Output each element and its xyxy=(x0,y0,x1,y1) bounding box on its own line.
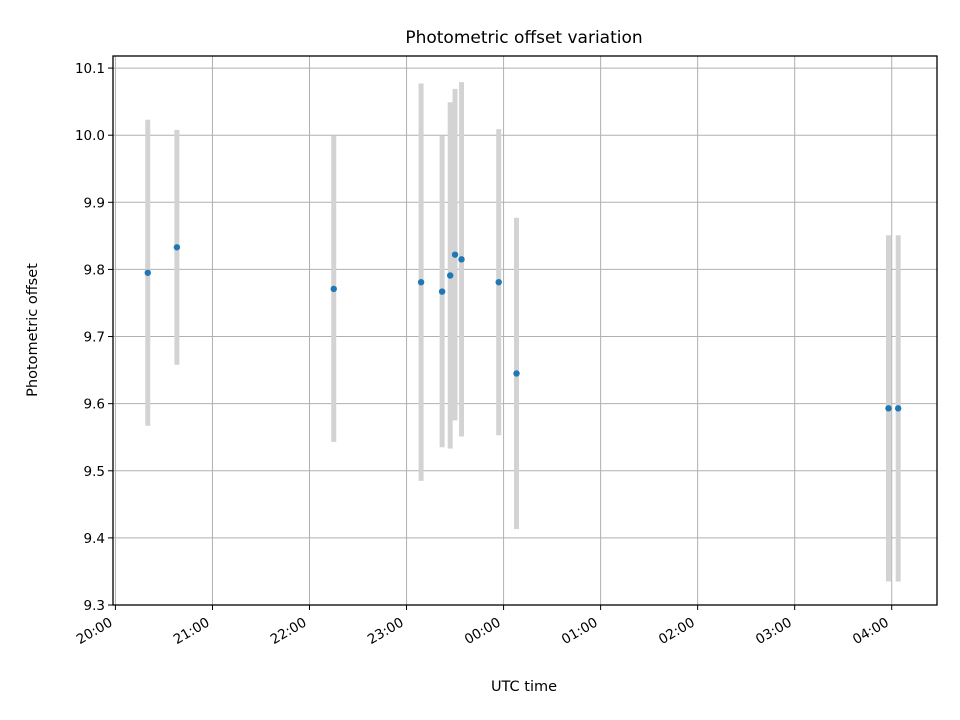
data-point xyxy=(447,272,454,279)
data-point xyxy=(885,405,892,412)
data-point xyxy=(894,405,902,412)
y-tick-label: 10.0 xyxy=(75,128,105,144)
data-points xyxy=(144,244,902,412)
y-axis: 9.3 9.4 9.5 9.6 9.7 9.8 9.9 10.0 10.1 xyxy=(75,61,113,614)
grid xyxy=(113,56,937,606)
chart-title: Photometric offset variation xyxy=(405,28,642,48)
data-point xyxy=(173,244,181,251)
y-tick-label: 9.6 xyxy=(84,397,105,413)
data-point xyxy=(495,278,502,286)
y-tick-label: 9.5 xyxy=(84,464,105,480)
plot-frame xyxy=(112,55,938,606)
y-tick-label: 9.9 xyxy=(84,195,105,211)
y-axis-label: Photometric offset xyxy=(25,263,41,397)
y-tick-label: 9.3 xyxy=(84,598,105,614)
y-tick-label: 10.1 xyxy=(75,61,105,77)
data-point xyxy=(144,269,151,276)
data-point xyxy=(513,370,520,377)
data-point xyxy=(438,288,446,295)
data-point xyxy=(458,256,465,263)
data-point xyxy=(417,278,425,286)
data-point xyxy=(451,251,459,258)
data-point xyxy=(330,285,337,293)
y-tick-label: 9.7 xyxy=(84,330,105,346)
x-axis-label: UTC time xyxy=(491,679,557,695)
y-tick-label: 9.4 xyxy=(84,531,105,547)
y-tick-label: 9.8 xyxy=(84,262,105,278)
